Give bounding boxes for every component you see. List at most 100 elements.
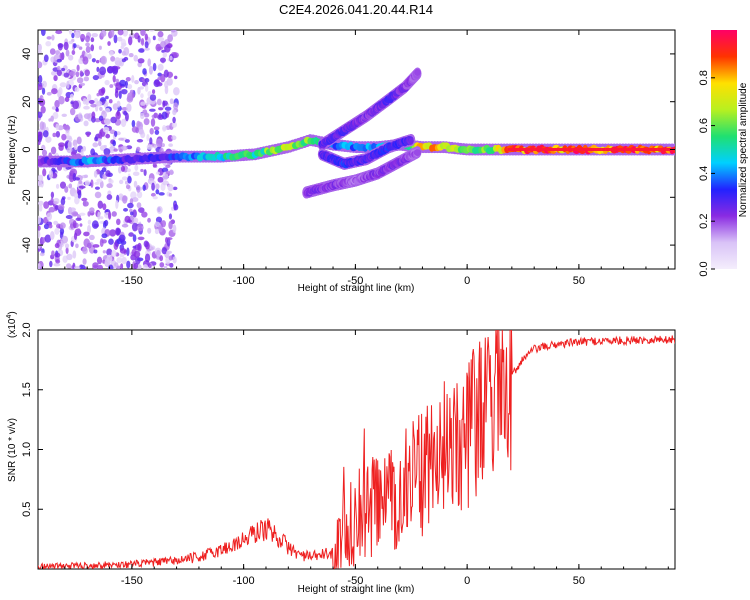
- noise-dot: [100, 30, 107, 37]
- snr-point: [243, 540, 245, 542]
- noise-dot: [67, 196, 71, 201]
- trace-core: [614, 148, 618, 151]
- noise-dot: [121, 256, 127, 265]
- noise-dot: [94, 136, 98, 142]
- snr-point: [399, 491, 401, 493]
- snr-point: [355, 518, 357, 520]
- spectrogram-x-ticks: -150 -100 -50 0 50: [41, 30, 669, 287]
- noise-dot: [164, 44, 171, 53]
- noise-dot: [125, 184, 131, 190]
- trace-core: [561, 148, 564, 151]
- noise-dot: [132, 209, 137, 218]
- noise-dot: [170, 30, 176, 33]
- noise-dot: [173, 102, 179, 111]
- noise-dot: [72, 212, 79, 216]
- snr-point: [410, 482, 412, 484]
- noise-dot: [142, 184, 146, 191]
- noise-dot: [131, 197, 139, 202]
- noise-dot: [107, 41, 111, 46]
- trace-blob: [414, 68, 421, 76]
- noise-dot: [131, 222, 138, 232]
- x-tick-label: -150: [121, 275, 143, 287]
- noise-dot: [101, 233, 108, 239]
- noise-dot: [164, 106, 172, 111]
- noise-dot: [152, 195, 158, 200]
- noise-dot: [144, 41, 149, 49]
- noise-dot: [152, 163, 157, 168]
- noise-dot: [83, 113, 91, 120]
- noise-dot: [76, 64, 80, 72]
- noise-dot: [94, 186, 100, 190]
- trace-core: [661, 148, 664, 151]
- noise-dot: [147, 58, 152, 67]
- x-tick-label: -100: [233, 575, 255, 587]
- noise-dot: [106, 248, 113, 256]
- noise-dot: [98, 88, 105, 96]
- noise-dot: [53, 201, 58, 205]
- noise-dot: [90, 179, 94, 188]
- noise-dot: [63, 72, 70, 78]
- noise-dot: [159, 262, 165, 268]
- trace-core: [540, 148, 544, 151]
- trace-core: [643, 148, 647, 151]
- noise-dot: [55, 50, 61, 55]
- noise-dot: [45, 136, 52, 143]
- noise-dot: [126, 168, 131, 173]
- noise-dot: [117, 36, 123, 42]
- noise-dot: [124, 139, 130, 143]
- noise-dot: [102, 250, 107, 254]
- noise-dot: [101, 110, 106, 115]
- noise-dot: [61, 196, 66, 200]
- noise-dot: [39, 121, 45, 130]
- noise-dot: [50, 197, 54, 205]
- trace-core: [605, 148, 609, 151]
- noise-dot: [99, 216, 104, 220]
- noise-dot: [99, 180, 104, 189]
- noise-dot: [67, 140, 73, 150]
- snr-point: [220, 549, 222, 551]
- noise-dot: [64, 243, 70, 249]
- noise-dot: [68, 30, 73, 35]
- noise-dot: [87, 94, 92, 101]
- noise-dot: [92, 244, 100, 248]
- noise-dot: [85, 42, 90, 47]
- noise-dot: [131, 119, 136, 128]
- noise-dot: [131, 93, 135, 99]
- noise-dot: [136, 202, 142, 209]
- x-tick-label: -100: [233, 275, 255, 287]
- trace-core: [612, 148, 615, 151]
- noise-dot: [115, 227, 121, 236]
- noise-dot: [102, 203, 107, 211]
- trace-core: [616, 148, 620, 151]
- trace-core: [523, 148, 526, 151]
- noise-dot: [86, 132, 90, 138]
- noise-dot: [131, 74, 135, 83]
- noise-dot: [154, 221, 160, 226]
- noise-dot: [149, 94, 157, 101]
- noise-dot: [155, 82, 163, 87]
- noise-dot: [118, 48, 122, 54]
- noise-dot: [134, 80, 139, 85]
- noise-dot: [41, 87, 46, 95]
- noise-dot: [111, 211, 117, 217]
- noise-dot: [88, 99, 95, 105]
- noise-dot: [58, 96, 65, 105]
- noise-dot: [92, 75, 99, 81]
- trace-core: [632, 148, 635, 151]
- noise-dot: [38, 74, 43, 84]
- colorbar-tick-label: 0.4: [698, 166, 710, 181]
- trace-core: [574, 148, 577, 151]
- noise-dot: [87, 211, 91, 217]
- noise-dot: [71, 32, 75, 39]
- noise-dot: [142, 68, 147, 75]
- trace-core: [507, 148, 510, 151]
- noise-dot: [78, 185, 86, 189]
- noise-dot: [114, 262, 119, 267]
- noise-dot: [156, 205, 163, 214]
- noise-dot: [133, 250, 141, 258]
- noise-dot: [147, 227, 152, 234]
- noise-dot: [108, 99, 113, 104]
- noise-dot: [39, 98, 46, 107]
- noise-dot: [153, 145, 158, 149]
